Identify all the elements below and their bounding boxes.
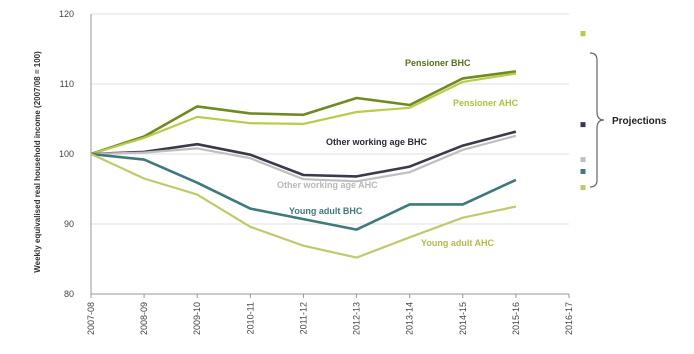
series-line-pensioner-bhc [90, 70, 517, 156]
y-tick-label: 80 [64, 289, 74, 299]
x-tick-label: 2010-11 [245, 302, 255, 334]
series-lines [90, 70, 517, 259]
label-pensioner-ahc: Pensioner AHC [453, 98, 519, 108]
label-young-ahc: Young adult AHC [421, 238, 494, 248]
series-line-pensioner-ahc [90, 72, 517, 156]
x-tick-label: 2008-09 [139, 302, 149, 335]
projections-bracket [589, 52, 605, 188]
x-tick-label: 2012-13 [352, 302, 362, 335]
series-line-other-working-age-bhc [90, 130, 517, 178]
label-young-bhc: Young adult BHC [289, 206, 363, 216]
series-line-young-adult-ahc [90, 153, 517, 259]
series-line-young-adult-bhc [90, 152, 517, 231]
x-tick-label: 2015-16 [511, 302, 521, 335]
series-line-other-working-age-ahc [90, 134, 517, 183]
y-tick-label: 120 [59, 9, 74, 19]
projection-marker-pensioner-ahc [580, 31, 586, 37]
x-tick-label: 2014-15 [458, 302, 468, 335]
y-tick-labels: 80 90 100 110 120 [59, 9, 74, 299]
projection-marker-other-working-age-bhc [580, 122, 586, 128]
y-tick-label: 90 [64, 219, 74, 229]
y-tick-label: 100 [59, 149, 74, 159]
projection-marker-young-adult-bhc [580, 169, 586, 174]
x-tick-label: 2007-08 [86, 302, 96, 335]
x-tick-label: 2011-12 [298, 302, 308, 334]
x-tick-label: 2009-10 [192, 302, 202, 335]
x-tick-label: 2013-14 [405, 302, 415, 335]
label-other-ahc: Other working age AHC [277, 180, 378, 190]
projection-marker-young-adult-ahc [580, 185, 586, 191]
x-tick-labels: 2007-08 2008-09 2009-10 2010-11 2011-12 2012-… [86, 294, 574, 335]
label-pensioner-bhc: Pensioner BHC [405, 58, 471, 68]
projection-marker-other-working-age-ahc [580, 157, 586, 163]
label-other-bhc: Other working age BHC [326, 137, 428, 147]
projection-markers [580, 31, 586, 191]
y-tick-label: 110 [60, 79, 74, 89]
x-tick-label: 2016-17 [564, 302, 574, 335]
y-axis-label: Weekly equivalised real household income… [33, 51, 42, 273]
projections-label: Projections [612, 116, 667, 127]
